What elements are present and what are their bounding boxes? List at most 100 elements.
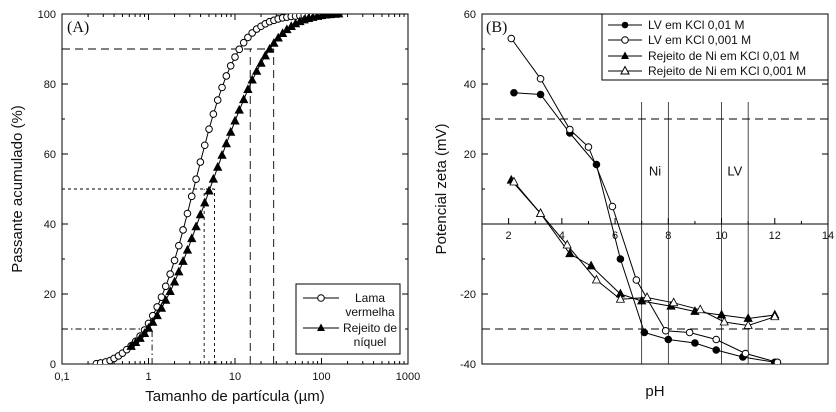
y-tick-label-b: 20	[464, 149, 476, 161]
legend-a-label-2b: níquel	[354, 335, 387, 349]
annotation-b-1: LV	[727, 164, 742, 179]
legend-b: LV em KCl 0,01 M LV em KCl 0,001 M Rejei…	[601, 13, 829, 81]
legend-b-item-lv-0001: LV em KCl 0,001 M	[608, 33, 751, 47]
annotation-b-0: Ni	[649, 164, 661, 179]
data-point-a-1	[169, 276, 180, 286]
data-point-a-1	[217, 150, 227, 159]
data-point-b-1	[712, 335, 721, 344]
y-tick-label-a: 80	[44, 79, 56, 91]
data-point-a-1	[195, 209, 206, 219]
data-point-a-0	[244, 33, 252, 42]
data-point-a-1	[143, 322, 154, 332]
data-point-a-0	[218, 83, 226, 92]
y-tick-label-b: 40	[464, 79, 476, 91]
data-point-a-0	[170, 256, 179, 265]
data-point-a-1	[200, 197, 210, 207]
x-tick-label-b: 12	[769, 230, 781, 242]
data-point-a-1	[239, 94, 249, 104]
x-tick-label-a: 1000	[396, 371, 420, 383]
reference-lines-a	[62, 48, 275, 364]
legend-b-marker-open-circle	[621, 36, 629, 44]
y-tick-label-a: 60	[44, 149, 56, 161]
x-tick-label-b: 8	[665, 230, 671, 242]
data-point-a-1	[187, 233, 197, 243]
data-point-b-1	[661, 326, 670, 335]
data-point-a-0	[174, 241, 183, 250]
y-axis-label-b: Potencial zeta (mV)	[433, 124, 450, 255]
data-point-a-1	[230, 115, 240, 125]
data-point-a-0	[183, 209, 192, 218]
data-point-b-3	[770, 311, 780, 321]
data-point-b-3	[695, 304, 705, 314]
data-point-b-3	[743, 320, 753, 329]
legend-b-label-2: LV em KCl 0,001 M	[648, 33, 751, 47]
data-point-b-1	[608, 202, 617, 211]
data-point-a-1	[334, 14, 344, 18]
data-point-a-1	[178, 256, 188, 265]
data-point-a-0	[239, 38, 248, 47]
x-axis-label-a: Tamanho de partícula (µm)	[145, 388, 325, 405]
legend-a-label-2a: Rejeito de	[343, 321, 397, 335]
data-point-a-0	[235, 45, 244, 54]
data-point-a-1	[269, 38, 279, 47]
data-point-a-0	[187, 192, 196, 201]
legend-b-label-4: Rejeito de Ni em KCl 0,001 M	[648, 64, 806, 78]
data-point-a-1	[139, 328, 150, 337]
data-point-a-0	[205, 125, 213, 133]
legend-a-item-rejeito-niquel: Rejeito de níquel	[303, 321, 397, 349]
legend-b-item-ni-001: Rejeito de Ni em KCl 0,01 M	[608, 49, 799, 63]
data-point-b-1	[584, 143, 593, 151]
legend-a-item-lama-vermelha: Lama vermelha	[303, 291, 395, 319]
x-tick-label-a: 0,1	[54, 371, 69, 383]
legend-b-item-ni-0001: Rejeito de Ni em KCl 0,001 M	[608, 64, 806, 78]
x-tick-label-b: 2	[506, 230, 512, 242]
series-line-b-1	[510, 38, 778, 363]
data-point-a-1	[256, 57, 266, 67]
data-point-a-1	[264, 43, 275, 53]
data-point-a-1	[174, 266, 184, 276]
data-point-a-0	[200, 141, 209, 150]
data-point-a-1	[182, 244, 193, 254]
legend-b-marker-filled-triangle	[621, 51, 629, 59]
data-point-a-0	[226, 62, 235, 70]
legend-b-item-lv-001: LV em KCl 0,01 M	[608, 18, 744, 32]
legend-a-label-1b: vermelha	[345, 305, 395, 319]
data-point-a-1	[204, 185, 214, 195]
data-point-b-1	[566, 125, 574, 134]
panel-a-particle-size-chart: 0,1 1 10 100 1000 0 20 40 60 80 100 (A) Tamanho de…	[9, 9, 420, 405]
legend-a-label-1a: Lama	[355, 291, 385, 305]
data-point-b-1	[741, 349, 750, 358]
data-point-b-0	[536, 90, 545, 99]
data-point-a-1	[213, 161, 223, 171]
data-point-a-1	[152, 310, 162, 320]
data-point-b-3	[668, 297, 679, 307]
x-tick-label-b: 6	[612, 230, 618, 242]
data-point-b-2	[586, 260, 596, 270]
data-point-a-1	[251, 66, 262, 75]
legend-a-marker-open-circle	[317, 294, 325, 302]
data-point-a-0	[179, 226, 187, 234]
annotations-b: Ni LV	[649, 164, 743, 179]
data-point-b-1	[632, 276, 641, 284]
data-point-a-1	[148, 317, 158, 326]
legend-b-marker-filled-circle	[621, 21, 629, 29]
data-point-a-0	[231, 53, 239, 61]
data-point-b-2	[565, 248, 575, 258]
x-tick-label-b: 10	[715, 230, 727, 242]
data-point-a-1	[161, 294, 171, 304]
data-point-b-0	[664, 335, 673, 344]
panel-label-b: (B)	[486, 19, 507, 36]
data-point-b-1	[507, 34, 516, 43]
legend-a: Lama vermelha Rejeito de níquel	[295, 283, 401, 355]
y-tick-label-a: 20	[44, 289, 56, 301]
legend-b-marker-open-triangle	[620, 65, 630, 75]
data-point-a-1	[135, 333, 145, 342]
data-point-b-0	[510, 88, 518, 97]
data-series-b	[506, 34, 782, 364]
data-point-a-1	[191, 221, 201, 231]
data-point-a-1	[260, 50, 270, 60]
data-point-a-1	[208, 173, 219, 183]
legend-a-box	[295, 283, 401, 355]
data-point-a-0	[222, 72, 231, 80]
